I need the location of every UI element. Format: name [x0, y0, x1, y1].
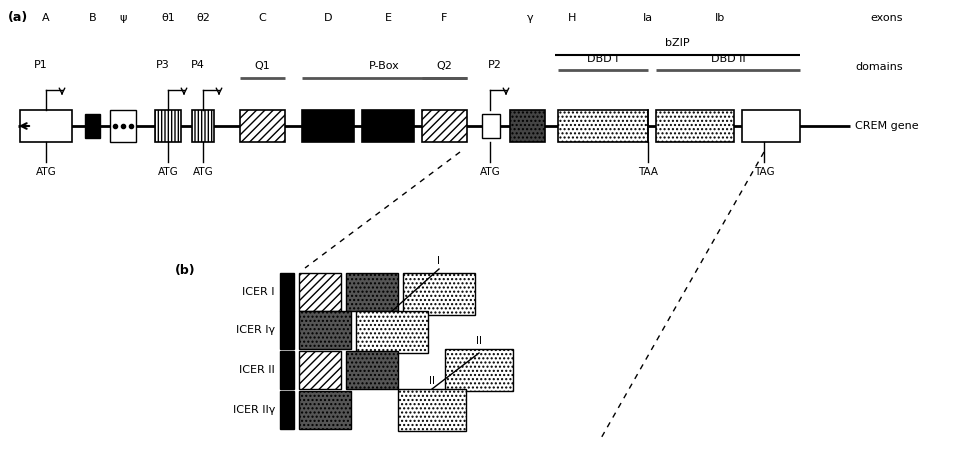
Bar — [299, 311, 351, 349]
Bar — [20, 110, 72, 142]
Bar — [403, 273, 475, 315]
Bar — [346, 351, 398, 389]
Bar — [299, 351, 341, 389]
Bar — [299, 273, 341, 311]
Text: domains: domains — [855, 62, 903, 72]
Text: B: B — [89, 13, 97, 23]
Text: E: E — [385, 13, 391, 23]
Bar — [482, 114, 500, 138]
Text: C: C — [258, 13, 265, 23]
Text: TAG: TAG — [753, 167, 774, 177]
Text: P2: P2 — [488, 60, 502, 70]
Text: A: A — [42, 13, 50, 23]
Text: ATG: ATG — [479, 167, 501, 177]
Text: exons: exons — [870, 13, 903, 23]
Text: ATG: ATG — [158, 167, 179, 177]
Text: (b): (b) — [175, 264, 195, 277]
Text: CREM gene: CREM gene — [855, 121, 918, 131]
Bar — [742, 110, 800, 142]
Bar — [85, 114, 100, 138]
Text: Ia: Ia — [643, 13, 653, 23]
Bar — [110, 110, 136, 142]
Bar — [510, 110, 545, 142]
Text: (a): (a) — [8, 12, 28, 24]
Bar — [656, 110, 734, 142]
Text: F: F — [441, 13, 447, 23]
Text: θ2: θ2 — [196, 13, 210, 23]
Bar — [299, 391, 351, 429]
Bar — [240, 110, 285, 142]
Text: DBD II: DBD II — [711, 54, 746, 64]
Text: P3: P3 — [156, 60, 170, 70]
Text: Q1: Q1 — [255, 61, 270, 71]
Text: P4: P4 — [191, 60, 205, 70]
Text: II: II — [476, 336, 482, 346]
Bar — [280, 311, 294, 349]
Bar — [192, 110, 214, 142]
Bar — [362, 110, 414, 142]
Text: θ1: θ1 — [161, 13, 175, 23]
Text: DBD I: DBD I — [588, 54, 619, 64]
Text: II: II — [429, 376, 435, 386]
Text: ICER Iγ: ICER Iγ — [236, 325, 275, 335]
Text: ATG: ATG — [192, 167, 214, 177]
Text: P-Box: P-Box — [369, 61, 400, 71]
Bar — [356, 311, 428, 353]
Text: γ: γ — [527, 13, 533, 23]
Text: D: D — [324, 13, 332, 23]
Text: Q2: Q2 — [436, 61, 453, 71]
Text: Ib: Ib — [714, 13, 725, 23]
Text: ICER I: ICER I — [242, 287, 275, 297]
Text: ATG: ATG — [36, 167, 57, 177]
Bar — [558, 110, 648, 142]
Bar — [155, 110, 181, 142]
Bar — [398, 389, 466, 431]
Text: H: H — [568, 13, 576, 23]
Bar — [302, 110, 354, 142]
Bar — [280, 273, 294, 311]
Bar — [445, 349, 513, 391]
Bar — [280, 351, 294, 389]
Text: ICER II: ICER II — [239, 365, 275, 375]
Bar — [346, 273, 398, 311]
Text: ψ: ψ — [119, 13, 127, 23]
Bar — [280, 391, 294, 429]
Text: P1: P1 — [34, 60, 48, 70]
Text: I: I — [437, 256, 440, 266]
Text: bZIP: bZIP — [666, 38, 690, 48]
Text: ICER IIγ: ICER IIγ — [232, 405, 275, 415]
Text: TAA: TAA — [638, 167, 658, 177]
Bar — [422, 110, 467, 142]
